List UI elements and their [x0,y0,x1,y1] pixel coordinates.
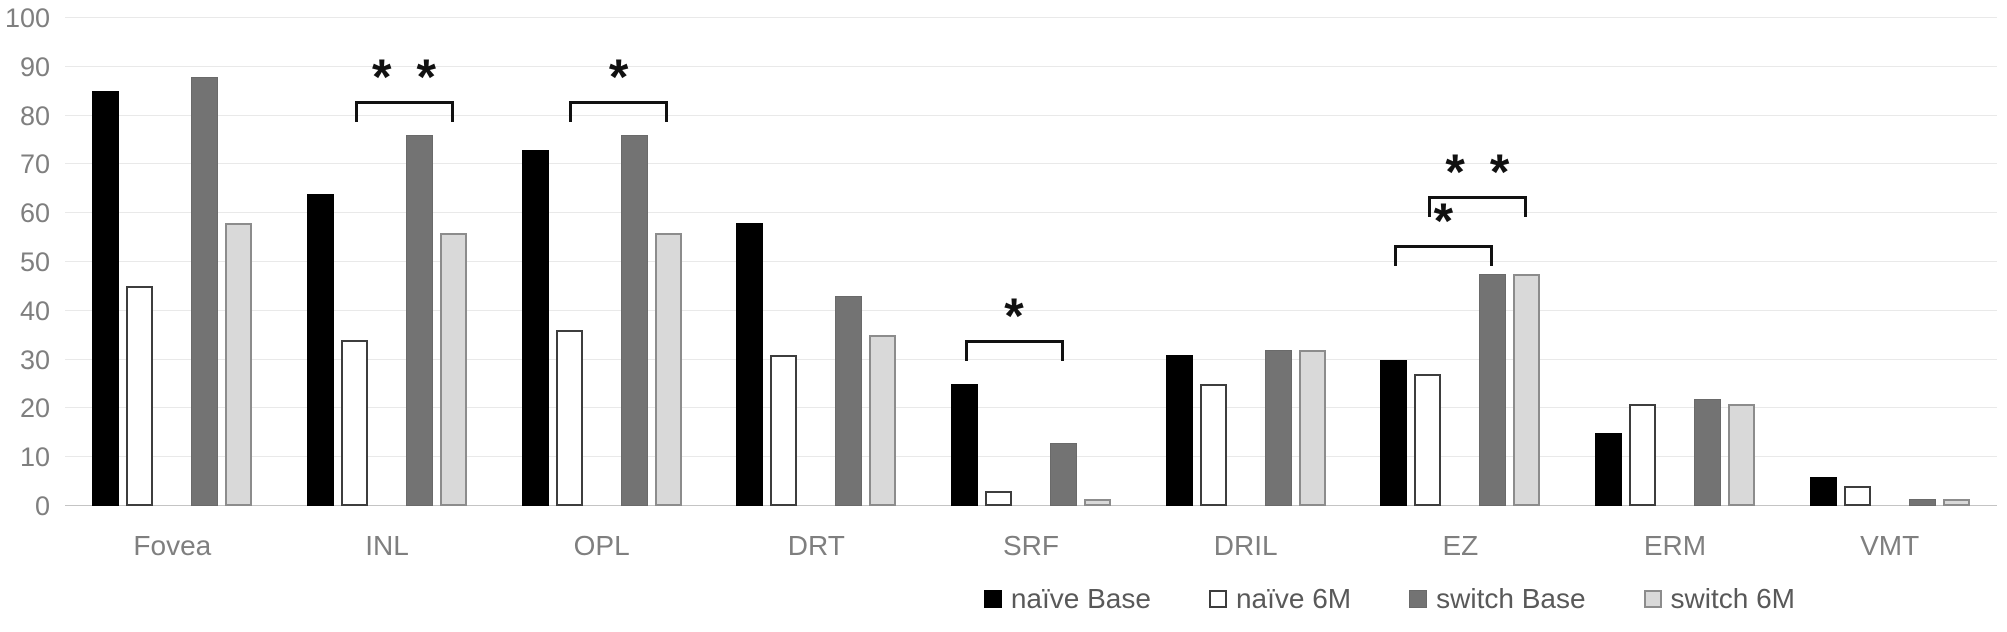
chart-legend: naïve Base naïve 6M switch Base switch 6… [983,583,1795,615]
bar-switch-base-inl [406,135,433,506]
gridline [65,309,1997,311]
legend-item: switch 6M [1643,583,1795,615]
x-axis-line [65,505,1997,506]
gridline [65,261,1997,262]
bar-switch-6m-vmt [1942,498,1970,506]
gridline [65,456,1997,458]
bar-naïve-base-drt [736,222,764,506]
bar-naïve-6m-erm [1629,403,1656,506]
bar-switch-6m-drt [869,335,897,506]
x-axis-category-label: OPL [573,530,630,561]
legend-swatch-switch-base-icon [1409,590,1428,608]
significance-bracket [569,100,669,122]
bar-switch-base-fovea [191,76,219,506]
gridline [65,212,1997,214]
bar-naïve-base-erm [1595,432,1622,506]
y-axis-tick-label: 50 [19,247,50,277]
y-axis-tick-label: 10 [19,442,50,473]
bar-naïve-base-srf [951,384,978,506]
legend-swatch-naive-6m-icon [1208,590,1227,608]
legend-label: naïve Base [1010,583,1151,614]
bar-naïve-base-opl [521,149,549,506]
bar-naïve-base-vmt [1809,476,1837,506]
gridline [65,163,1997,165]
x-axis-category-label: Fovea [133,530,212,561]
y-axis-tick-label: 30 [19,344,50,375]
significance-asterisk: * [608,48,629,105]
bar-switch-base-srf [1050,442,1077,506]
bar-naïve-base-inl [307,193,334,506]
bar-switch-6m-fovea [225,222,253,506]
significance-asterisk: * [1004,288,1024,345]
bar-naïve-base-fovea [92,91,120,506]
y-axis-tick-label: 20 [19,393,50,424]
significance-bracket [1427,196,1527,218]
bar-switch-base-erm [1694,398,1721,506]
significance-bracket [1393,244,1493,266]
legend-label: switch Base [1436,583,1586,614]
gridline [65,358,1997,360]
y-axis-tick-label: 70 [19,149,50,180]
legend-swatch-naive-base-icon [983,590,1002,608]
x-axis-category-label: EZ [1442,530,1479,561]
gridline [65,65,1997,67]
bar-switch-6m-dril [1298,349,1326,506]
bar-switch-6m-srf [1084,498,1111,506]
gridline [65,407,1997,409]
x-axis-category-label: ERM [1643,530,1707,561]
y-axis-tick-label: 40 [19,295,50,326]
x-axis-category-label: VMT [1860,530,1920,561]
bar-naïve-6m-dril [1199,384,1227,506]
bar-naïve-6m-opl [555,330,583,506]
legend-item: switch Base [1409,583,1586,615]
bar-naïve-6m-srf [985,491,1012,506]
y-axis-tick-label: 80 [19,100,50,131]
bar-switch-base-drt [835,296,863,506]
bar-naïve-6m-drt [770,354,798,506]
bar-naïve-6m-vmt [1843,486,1871,506]
plot-area: * * * * * * * [65,17,1997,506]
bar-switch-base-opl [620,135,648,506]
x-axis-category-label: DRT [787,530,845,561]
y-axis-tick-label: 60 [19,198,50,229]
gridline [65,114,1997,116]
bar-switch-base-ez [1479,274,1507,506]
legend-label: naïve 6M [1235,583,1352,614]
significance-bracket [964,340,1064,362]
bar-switch-6m-opl [654,232,682,506]
bar-naïve-base-ez [1380,359,1408,506]
bar-switch-6m-erm [1728,403,1755,506]
legend-swatch-switch-6m-icon [1643,590,1662,608]
bar-switch-6m-inl [440,232,467,506]
legend-item: naïve Base [983,583,1151,615]
bar-switch-base-vmt [1908,498,1936,506]
significance-asterisk: * * [372,48,436,105]
bar-naïve-6m-ez [1414,374,1442,506]
gridline [65,17,1997,18]
x-axis-category-label: SRF [1003,530,1059,561]
y-axis-tick-label: 90 [19,51,50,82]
bar-naïve-6m-fovea [126,286,154,506]
bar-switch-6m-ez [1513,274,1541,506]
bar-switch-base-dril [1264,349,1292,506]
bar-naïve-6m-inl [341,340,368,506]
legend-item: naïve 6M [1208,583,1352,615]
legend-label: switch 6M [1670,583,1795,614]
y-axis-tick-label: 0 [34,491,50,521]
x-axis-category-label: DRIL [1213,530,1278,561]
significance-asterisk: * * [1445,144,1510,201]
bar-naïve-base-dril [1165,354,1193,506]
y-axis-tick-label: 100 [4,3,50,33]
x-axis-category-label: INL [365,530,409,561]
significance-bracket [354,100,454,122]
